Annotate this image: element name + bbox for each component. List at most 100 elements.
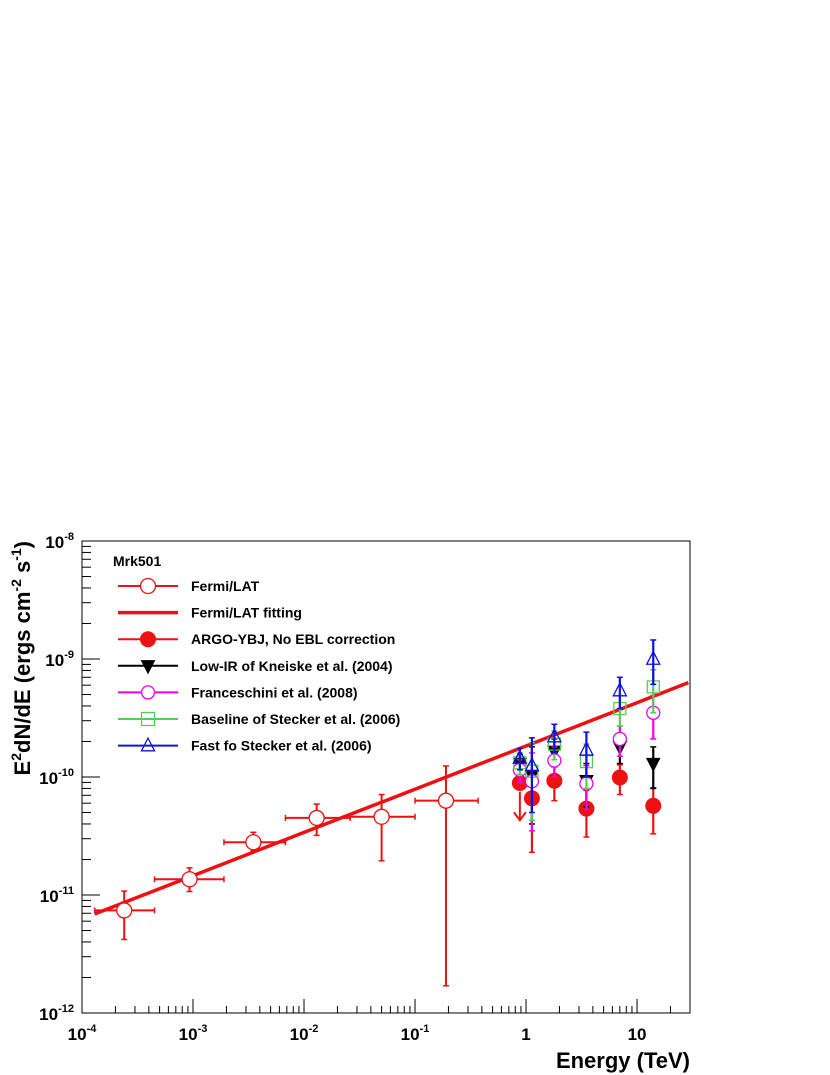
data-marker	[437, 792, 455, 809]
x-tick-exponent: -4	[87, 1023, 98, 1035]
data-point	[578, 731, 594, 778]
y-title-sup: 2	[8, 753, 24, 761]
data-point	[546, 723, 562, 754]
data-marker	[308, 809, 325, 827]
y-tick-label: 10-9	[45, 649, 74, 670]
legend-item: Fermi/LAT fitting	[118, 605, 302, 621]
x-tick-label: 10-1	[401, 1023, 430, 1044]
x-tick-exponent: -1	[420, 1023, 430, 1035]
data-marker	[373, 808, 390, 825]
y-title-part: dN/dE (ergs cm	[10, 592, 35, 753]
y-tick-base: 10	[39, 1005, 58, 1024]
data-point	[645, 639, 661, 686]
data-point	[414, 765, 479, 987]
y-tick-exponent: -11	[59, 885, 74, 897]
legend-item: Baseline of Stecker et al. (2006)	[118, 711, 400, 727]
data-point	[153, 867, 225, 893]
y-title-sup: -2	[8, 579, 24, 592]
axis-labels: 10-4 10-3 10-2 10-1 1 1010-1210-1110-1010-910…	[8, 531, 690, 1073]
x-axis-title: Energy (TeV)	[556, 1048, 690, 1073]
data-marker	[245, 834, 262, 851]
legend-swatch-marker	[139, 577, 157, 595]
y-tick-base: 10	[45, 651, 64, 670]
y-tick-label: 10-10	[39, 767, 74, 788]
data-point	[524, 737, 540, 814]
legend-item: Low-IR of Kneiske et al. (2004)	[118, 658, 393, 675]
y-tick-label: 10-12	[39, 1003, 74, 1024]
y-title-sup: -1	[8, 548, 24, 561]
legend-swatch-marker	[140, 631, 156, 648]
data-point	[223, 831, 287, 852]
data-point	[645, 746, 661, 790]
data-marker	[512, 749, 528, 764]
legend: Mrk501 Fermi/LAT Fermi/LAT fitting ARGO-YBJ…	[113, 553, 400, 754]
y-tick-exponent: -8	[64, 531, 74, 543]
legend-label: Fermi/LAT	[191, 578, 260, 594]
data-point	[512, 747, 528, 771]
data-marker	[611, 769, 628, 786]
series-fast-fo-stecker-et-al-2006-	[512, 639, 661, 814]
data-marker	[645, 797, 662, 814]
data-marker	[181, 871, 198, 888]
legend-label: Baseline of Stecker et al. (2006)	[191, 711, 400, 727]
x-tick-exponent: -2	[309, 1023, 319, 1035]
y-title-part: s	[10, 561, 35, 579]
x-tick-label: 10-3	[179, 1023, 208, 1044]
legend-item: Fermi/LAT	[118, 577, 260, 595]
plot-frame	[81, 540, 691, 1014]
y-tick-label: 10-8	[45, 531, 74, 552]
data-marker	[116, 902, 133, 919]
x-tick-base: 10	[68, 1025, 87, 1044]
y-tick-label: 10-11	[40, 885, 74, 906]
x-tick-label: 10	[628, 1025, 647, 1044]
legend-swatch-marker	[140, 685, 156, 700]
y-axis-title: E2dN/dE (ergs cm-2 s-1)	[8, 541, 35, 775]
data-marker	[645, 650, 661, 665]
data-point	[93, 890, 156, 941]
legend-swatch-marker	[140, 660, 156, 675]
x-tick-label: 10-4	[68, 1023, 98, 1044]
data-points-layer	[93, 639, 662, 987]
data-point	[349, 793, 416, 862]
x-tick-label: 10-2	[290, 1023, 319, 1044]
legend-label: Low-IR of Kneiske et al. (2004)	[191, 658, 393, 674]
legend-label: Fast fo Stecker et al. (2006)	[191, 738, 372, 754]
y-tick-exponent: -12	[58, 1003, 74, 1015]
data-point	[284, 803, 351, 837]
y-tick-exponent: -9	[64, 649, 74, 661]
data-point	[612, 676, 628, 710]
x-tick-base: 10	[179, 1025, 198, 1044]
legend-label: ARGO-YBJ, No EBL correction	[191, 631, 395, 647]
y-title-part: E	[10, 761, 35, 776]
data-point	[645, 787, 662, 835]
y-tick-base: 10	[40, 887, 59, 906]
x-tick-base: 10	[628, 1025, 647, 1044]
legend-swatch-marker	[140, 736, 156, 752]
upper-limit-arrowhead	[513, 811, 527, 822]
data-marker	[578, 740, 594, 756]
data-point	[612, 725, 627, 757]
data-marker	[612, 681, 628, 697]
y-tick-base: 10	[39, 769, 58, 788]
data-point	[611, 764, 628, 796]
data-marker	[546, 727, 562, 743]
y-tick-exponent: -10	[58, 767, 74, 779]
series-fermi-lat	[93, 765, 479, 987]
legend-title: Mrk501	[113, 553, 161, 569]
y-tick-base: 10	[45, 533, 64, 552]
legend-item: ARGO-YBJ, No EBL correction	[118, 631, 395, 648]
data-marker	[612, 731, 627, 747]
x-tick-base: 1	[521, 1025, 530, 1044]
x-tick-exponent: -3	[198, 1023, 208, 1035]
x-tick-label: 1	[521, 1025, 530, 1044]
data-marker	[645, 757, 661, 773]
legend-label: Fermi/LAT fitting	[191, 605, 302, 621]
legend-label: Franceschini et al. (2008)	[191, 684, 358, 700]
data-marker	[524, 756, 540, 772]
legend-item: Franceschini et al. (2008)	[118, 684, 358, 700]
legend-item: Fast fo Stecker et al. (2006)	[118, 736, 372, 754]
y-title-part: )	[10, 541, 35, 548]
x-tick-base: 10	[401, 1025, 420, 1044]
legend-swatch-marker	[140, 711, 156, 727]
